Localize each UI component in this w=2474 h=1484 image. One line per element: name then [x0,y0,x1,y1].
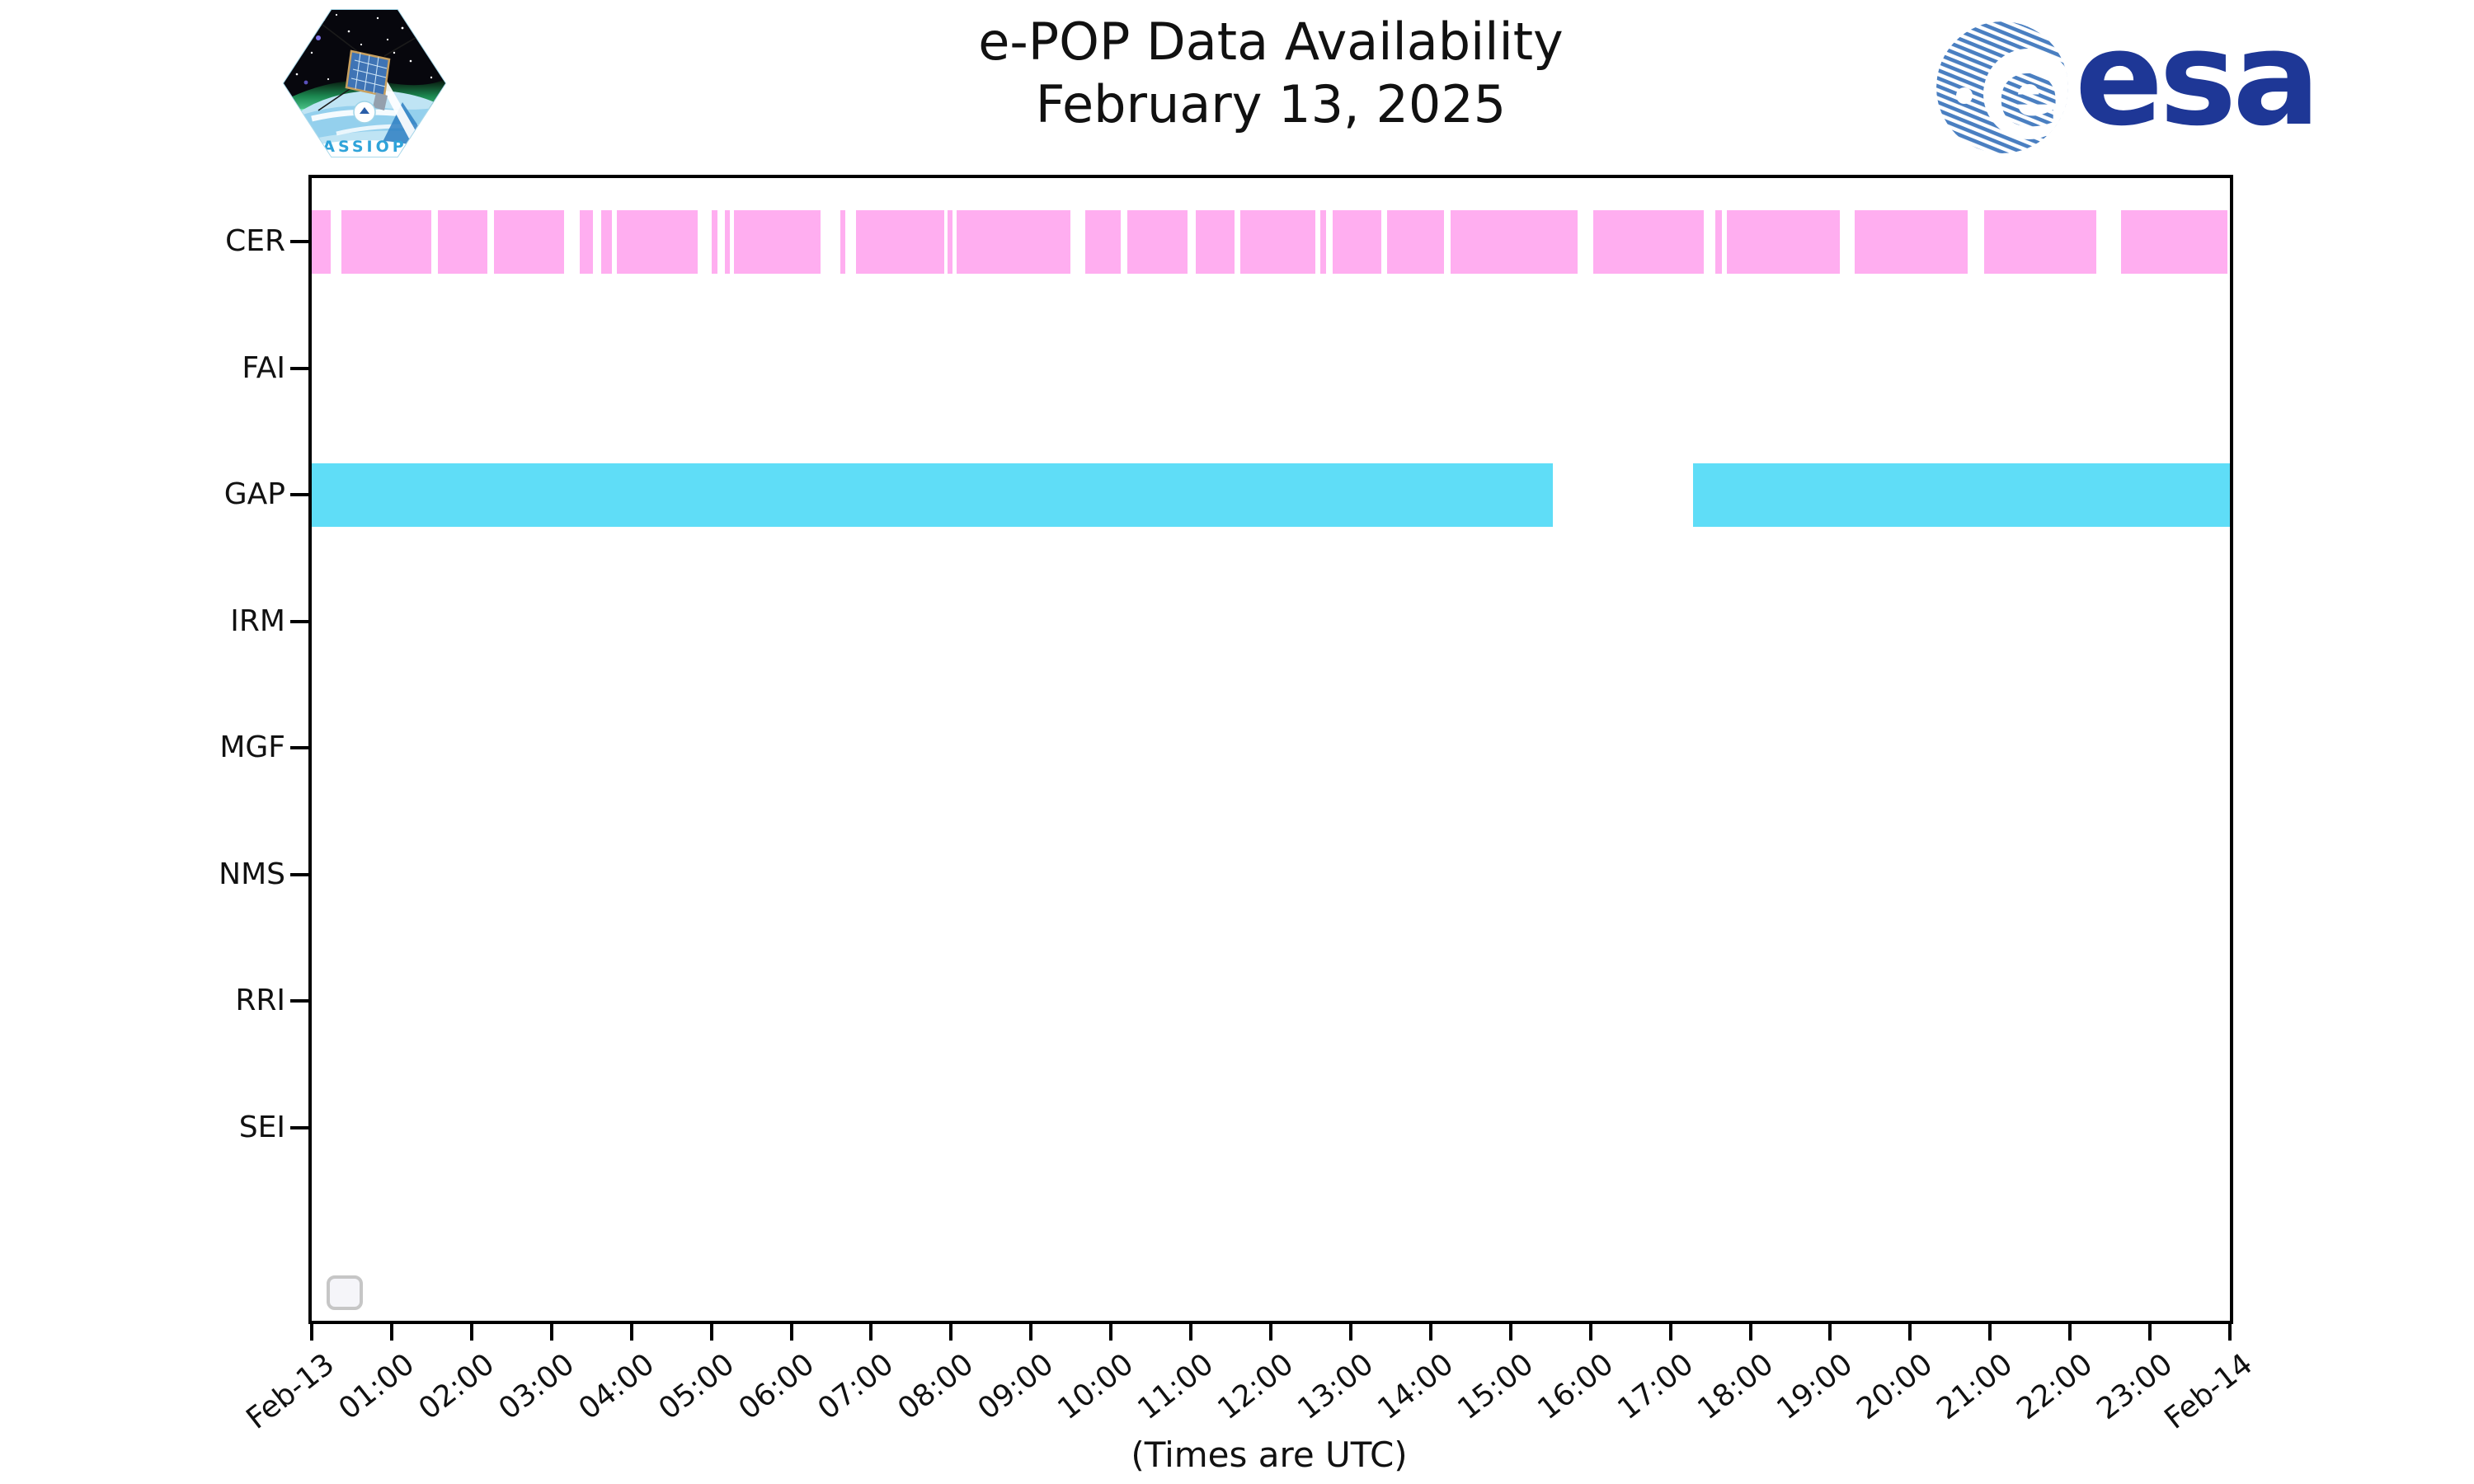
x-tick-12 [1269,1322,1272,1341]
esa-logo: e esa [1933,3,2345,159]
patch-bright-star [316,35,321,40]
availability-segment-cer [711,209,718,274]
y-tick-nms [290,872,308,876]
x-tick-11 [1189,1322,1193,1341]
x-tick-10 [1109,1322,1113,1341]
page-subtitle-date: February 13, 2025 [1035,74,1507,134]
y-label-nms: NMS [219,857,285,891]
x-tick-2 [469,1322,473,1341]
availability-segment-cer [1126,209,1188,274]
availability-segment-cer [1451,209,1578,274]
y-label-rri: RRI [235,984,285,1018]
y-tick-mgf [290,746,308,750]
x-tick-14 [1428,1322,1432,1341]
svg-text:e: e [1997,40,2060,148]
availability-segment-cer [579,209,594,274]
availability-segment-gap [312,463,1554,527]
y-label-fai: FAI [242,350,285,385]
y-label-sei: SEI [238,1110,285,1144]
x-axis-label: (Times are UTC) [1131,1435,1408,1475]
y-tick-fai [290,366,308,370]
availability-segment-gap [1692,463,2230,527]
y-tick-irm [290,619,308,623]
availability-segment-cer [725,209,730,274]
patch-csa-glyph [360,107,369,114]
y-tick-sei [290,1125,308,1129]
availability-segment-cer [1592,209,1705,274]
y-label-irm: IRM [230,603,285,638]
esa-wordmark: esa [2075,3,2321,155]
x-tick-5 [709,1322,713,1341]
x-tick-22 [2068,1322,2072,1341]
availability-segment-cer [2121,209,2228,274]
availability-segment-cer [1714,209,1722,274]
esa-globe-icon: e [1936,21,2068,153]
availability-segment-cer [856,209,944,274]
x-tick-1 [389,1322,393,1341]
x-tick-6 [789,1322,793,1341]
availability-segment-cer [1320,209,1326,274]
availability-segment-cer [1332,209,1381,274]
availability-segment-cer [341,209,432,274]
availability-segment-cer [957,209,1070,274]
availability-segment-cer [1240,209,1316,274]
patch-beam [379,79,417,139]
availability-segment-cer [1727,209,1841,274]
x-tick-24 [2228,1322,2232,1341]
availability-segment-cer [493,209,565,274]
y-label-mgf: MGF [219,730,285,765]
availability-segment-cer [948,209,953,274]
x-tick-20 [1908,1322,1912,1341]
x-tick-4 [629,1322,633,1341]
y-tick-gap [290,493,308,497]
x-tick-0 [310,1322,313,1341]
x-tick-17 [1668,1322,1672,1341]
availability-segment-cer [438,209,488,274]
y-label-cer: CER [225,224,285,258]
availability-segment-cer [1387,209,1445,274]
availability-segment-cer [840,209,846,274]
x-tick-15 [1508,1322,1512,1341]
availability-segment-cer [617,209,698,274]
availability-segment-cer [600,209,613,274]
x-tick-23 [2148,1322,2152,1341]
legend-box-empty [327,1275,363,1310]
plot-area [308,175,2233,1324]
patch-bright-star-2 [303,80,308,85]
cassiope-patch-graphic: CASSIOPE [282,9,447,157]
availability-segment-cer [1855,209,1968,274]
cassiope-patch-label: CASSIOPE [308,138,421,156]
x-tick-21 [1988,1322,1992,1341]
availability-segment-cer [1195,209,1235,274]
x-tick-3 [549,1322,553,1341]
x-tick-9 [1029,1322,1033,1341]
x-tick-8 [949,1322,953,1341]
patch-stars [295,13,433,81]
y-label-gap: GAP [223,477,285,512]
x-tick-19 [1828,1322,1832,1341]
availability-segment-cer [312,209,332,274]
cassiope-mission-patch: CASSIOPE [279,3,450,163]
x-tick-7 [869,1322,873,1341]
availability-segment-cer [733,209,821,274]
availability-segment-cer [1984,209,2097,274]
x-tick-13 [1348,1322,1352,1341]
availability-segment-cer [1085,209,1121,274]
x-tick-16 [1588,1322,1592,1341]
y-tick-cer [290,240,308,243]
page-title: e-POP Data Availability [978,12,1564,72]
x-tick-18 [1748,1322,1752,1341]
y-tick-rri [290,999,308,1003]
